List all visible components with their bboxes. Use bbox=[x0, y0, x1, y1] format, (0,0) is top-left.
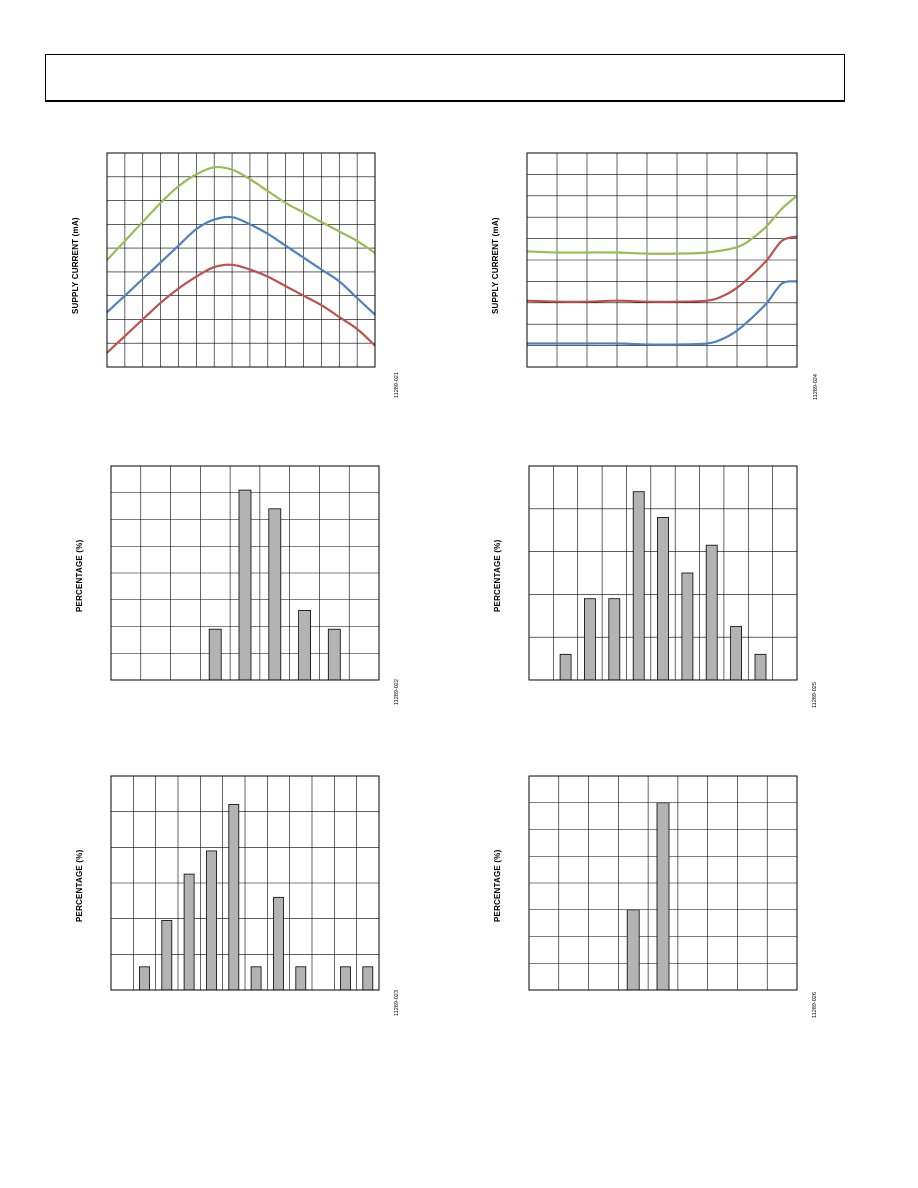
plot-frame bbox=[526, 152, 798, 368]
bar-2 bbox=[608, 598, 621, 681]
figure-id: 11289-025 bbox=[812, 682, 818, 708]
chart-panel-fig21 bbox=[106, 152, 376, 368]
figure-id: 11289-024 bbox=[813, 374, 819, 400]
grid bbox=[527, 153, 797, 367]
series-line-1 bbox=[106, 215, 376, 316]
series-line-0 bbox=[106, 165, 376, 261]
bar-2 bbox=[183, 873, 195, 991]
figure-id: 11289-022 bbox=[394, 679, 400, 705]
chart-panel-fig26 bbox=[528, 775, 798, 991]
bar-8 bbox=[340, 966, 351, 991]
page-header-frame bbox=[45, 54, 845, 102]
bar-4 bbox=[657, 517, 669, 681]
plot-frame bbox=[106, 152, 376, 368]
chart-svg bbox=[526, 152, 798, 368]
chart-svg bbox=[106, 152, 376, 368]
figure-id: 11289-021 bbox=[394, 372, 400, 398]
y-axis-label: PERCENTAGE (%) bbox=[493, 849, 502, 922]
bar-0 bbox=[208, 628, 222, 681]
grid bbox=[111, 466, 379, 680]
bar-1 bbox=[656, 802, 670, 991]
bar-1 bbox=[238, 489, 252, 681]
bar-3 bbox=[298, 609, 312, 681]
bar-6 bbox=[705, 544, 718, 681]
bar-0 bbox=[626, 909, 640, 991]
bar-5 bbox=[681, 572, 694, 681]
y-axis-label: PERCENTAGE (%) bbox=[75, 849, 84, 922]
bar-4 bbox=[327, 628, 341, 681]
figure-id: 11289-026 bbox=[812, 992, 818, 1018]
bar-1 bbox=[161, 919, 173, 991]
y-axis-label: SUPPLY CURRENT (mA) bbox=[491, 217, 500, 314]
bar-0 bbox=[559, 653, 572, 681]
chart-svg bbox=[528, 775, 798, 991]
bar-1 bbox=[584, 598, 596, 681]
grid bbox=[107, 153, 375, 367]
chart-svg bbox=[528, 465, 798, 681]
chart-panel-fig24 bbox=[526, 152, 798, 368]
figure-id: 11289-023 bbox=[394, 990, 400, 1016]
y-axis-label: SUPPLY CURRENT (mA) bbox=[71, 217, 80, 314]
bar-8 bbox=[754, 653, 767, 681]
series-line-1 bbox=[526, 235, 798, 303]
plot-frame bbox=[110, 465, 380, 681]
grid bbox=[111, 776, 379, 990]
y-axis-label: PERCENTAGE (%) bbox=[493, 539, 502, 612]
bar-2 bbox=[268, 508, 282, 681]
series-line-2 bbox=[527, 280, 798, 346]
series-line-0 bbox=[526, 194, 798, 255]
bar-0 bbox=[139, 966, 150, 991]
y-axis-label: PERCENTAGE (%) bbox=[75, 539, 84, 612]
bar-9 bbox=[362, 966, 374, 991]
chart-panel-fig25 bbox=[528, 465, 798, 681]
bar-3 bbox=[206, 850, 217, 991]
plot-frame bbox=[528, 465, 798, 681]
chart-panel-fig22 bbox=[110, 465, 380, 681]
bar-7 bbox=[730, 626, 743, 681]
chart-panel-fig23 bbox=[110, 775, 380, 991]
plot-frame bbox=[110, 775, 380, 991]
series-line-2 bbox=[106, 263, 376, 354]
bar-7 bbox=[295, 966, 307, 991]
bar-5 bbox=[250, 966, 262, 991]
bar-4 bbox=[228, 804, 240, 991]
chart-svg bbox=[110, 775, 380, 991]
bar-3 bbox=[632, 491, 645, 681]
plot-frame bbox=[528, 775, 798, 991]
chart-svg bbox=[110, 465, 380, 681]
bar-6 bbox=[273, 896, 284, 991]
